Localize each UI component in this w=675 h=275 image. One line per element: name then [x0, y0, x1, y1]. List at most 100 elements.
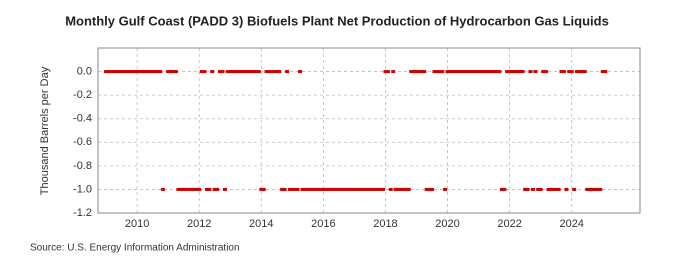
data-point: [225, 70, 230, 74]
data-point: [367, 187, 372, 191]
data-point: [236, 70, 241, 74]
data-point: [569, 70, 574, 74]
data-point: [414, 70, 419, 74]
data-point: [140, 70, 145, 74]
data-point: [497, 70, 502, 74]
data-point: [461, 70, 466, 74]
data-point: [592, 187, 597, 191]
data-point: [404, 187, 409, 191]
data-point: [176, 187, 181, 191]
data-point: [274, 70, 279, 74]
data-point: [422, 70, 427, 74]
data-point: [267, 70, 272, 74]
data-point: [256, 70, 261, 74]
x-tick-label: 2020: [435, 218, 459, 230]
data-point: [254, 70, 259, 74]
data-point: [336, 187, 341, 191]
data-point: [259, 187, 264, 191]
data-point: [285, 70, 290, 74]
data-point: [595, 187, 600, 191]
data-point: [220, 70, 225, 74]
data-point: [189, 187, 194, 191]
data-point: [471, 70, 476, 74]
data-point: [194, 187, 199, 191]
data-point: [122, 70, 127, 74]
data-point: [598, 187, 603, 191]
data-point: [559, 70, 564, 74]
data-point: [342, 187, 347, 191]
data-point: [186, 187, 191, 191]
data-point: [572, 187, 577, 191]
data-point: [398, 187, 403, 191]
data-point: [111, 70, 116, 74]
data-point: [505, 70, 510, 74]
data-point: [474, 70, 479, 74]
data-point: [339, 187, 344, 191]
data-point: [135, 70, 140, 74]
data-point: [406, 187, 411, 191]
data-point: [582, 70, 587, 74]
data-point: [393, 187, 398, 191]
data-point: [577, 70, 582, 74]
data-point: [380, 187, 385, 191]
data-point: [287, 187, 292, 191]
data-point: [561, 70, 566, 74]
data-point: [249, 70, 254, 74]
x-tick-label: 2014: [249, 218, 273, 230]
data-point: [184, 187, 189, 191]
data-point: [378, 187, 383, 191]
data-point: [585, 187, 590, 191]
data-point: [326, 187, 331, 191]
data-point: [541, 70, 546, 74]
data-point: [207, 187, 212, 191]
data-point: [305, 187, 310, 191]
data-point: [104, 70, 109, 74]
data-point: [510, 70, 515, 74]
data-point: [228, 70, 233, 74]
data-point: [466, 70, 471, 74]
data-point: [313, 187, 318, 191]
data-point: [603, 70, 608, 74]
data-point: [424, 187, 429, 191]
data-point: [388, 187, 393, 191]
data-point: [523, 187, 528, 191]
data-point: [347, 187, 352, 191]
data-point: [298, 70, 303, 74]
data-point: [360, 187, 365, 191]
data-point: [119, 70, 124, 74]
data-point: [308, 187, 313, 191]
data-point: [385, 70, 390, 74]
data-point: [517, 70, 522, 74]
data-point: [352, 187, 357, 191]
data-point: [416, 70, 421, 74]
data-point: [243, 70, 248, 74]
data-point: [551, 187, 556, 191]
data-point: [530, 187, 535, 191]
data-point: [499, 187, 504, 191]
data-point: [453, 70, 458, 74]
data-point: [222, 187, 227, 191]
data-point: [303, 187, 308, 191]
data-point: [300, 187, 305, 191]
data-point: [448, 70, 453, 74]
data-point: [479, 70, 484, 74]
data-point: [153, 70, 158, 74]
data-point: [166, 70, 171, 74]
data-point: [316, 187, 321, 191]
data-point: [450, 70, 455, 74]
data-point: [370, 187, 375, 191]
data-point: [204, 187, 209, 191]
data-point: [329, 187, 334, 191]
data-point: [525, 187, 530, 191]
data-point: [344, 187, 349, 191]
data-point: [114, 70, 119, 74]
y-tick-label: 0.0: [77, 65, 92, 77]
data-point: [171, 70, 176, 74]
data-point: [181, 187, 186, 191]
data-point: [533, 70, 538, 74]
data-point: [210, 70, 215, 74]
data-point: [155, 70, 160, 74]
data-point: [564, 187, 569, 191]
data-point: [233, 70, 238, 74]
